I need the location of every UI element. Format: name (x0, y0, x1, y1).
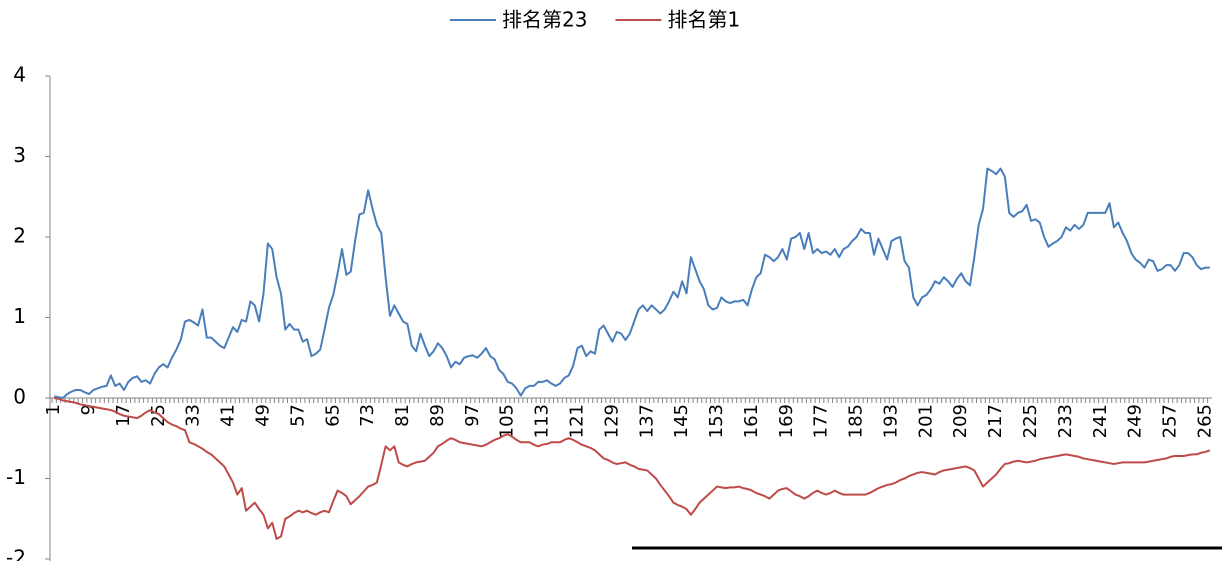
x-tick-label: 25 (148, 404, 169, 427)
x-tick-label: 217 (985, 404, 1006, 438)
x-tick-label: 49 (253, 404, 274, 427)
x-tick-label: 57 (287, 404, 308, 427)
x-tick-label: 41 (218, 404, 239, 427)
x-tick-label: 249 (1125, 404, 1146, 438)
x-tick-label: 169 (776, 404, 797, 438)
x-tick-label: 113 (532, 404, 553, 438)
x-tick-label: 9 (78, 404, 99, 415)
x-tick-label: 121 (566, 404, 587, 438)
x-tick-label: 241 (1090, 404, 1111, 438)
x-tick-label: 161 (741, 404, 762, 438)
y-tick-label: 1 (13, 304, 26, 328)
x-tick-label: 137 (636, 404, 657, 438)
x-tick-label: 153 (706, 404, 727, 438)
x-tick-label: 177 (811, 404, 832, 438)
y-tick-label: 4 (13, 63, 26, 87)
legend-label: 排名第23 (502, 8, 587, 32)
x-tick-label: 1 (43, 404, 64, 415)
x-tick-label: 265 (1194, 404, 1215, 438)
x-tick-label: 73 (357, 404, 378, 427)
y-tick-label: 2 (13, 224, 26, 248)
x-tick-label: 89 (427, 404, 448, 427)
x-tick-label: 257 (1160, 404, 1181, 438)
x-tick-label: 145 (671, 404, 692, 438)
series-line (53, 167, 1210, 399)
x-tick-label: 225 (1020, 404, 1041, 438)
x-tick-label: 33 (183, 404, 204, 427)
x-tick-label: 81 (392, 404, 413, 427)
legend-label: 排名第1 (667, 8, 740, 32)
y-tick-label: -2 (6, 546, 26, 561)
legend: 排名第23 排名第1 (450, 8, 740, 32)
x-tick-label: 193 (880, 404, 901, 438)
x-tick-label: 105 (497, 404, 518, 438)
x-tick-label: 209 (950, 404, 971, 438)
x-tick-label: 233 (1055, 404, 1076, 438)
y-tick-label: 0 (13, 385, 26, 409)
x-tick-label: 97 (462, 404, 483, 427)
x-tick-label: 185 (846, 404, 867, 438)
x-tick-label: 129 (601, 404, 622, 438)
x-tick-label: 65 (322, 404, 343, 427)
series-line (53, 397, 1211, 540)
y-tick-label: -1 (6, 465, 26, 489)
y-tick-label: 3 (13, 143, 26, 167)
x-tick-label: 201 (915, 404, 936, 438)
